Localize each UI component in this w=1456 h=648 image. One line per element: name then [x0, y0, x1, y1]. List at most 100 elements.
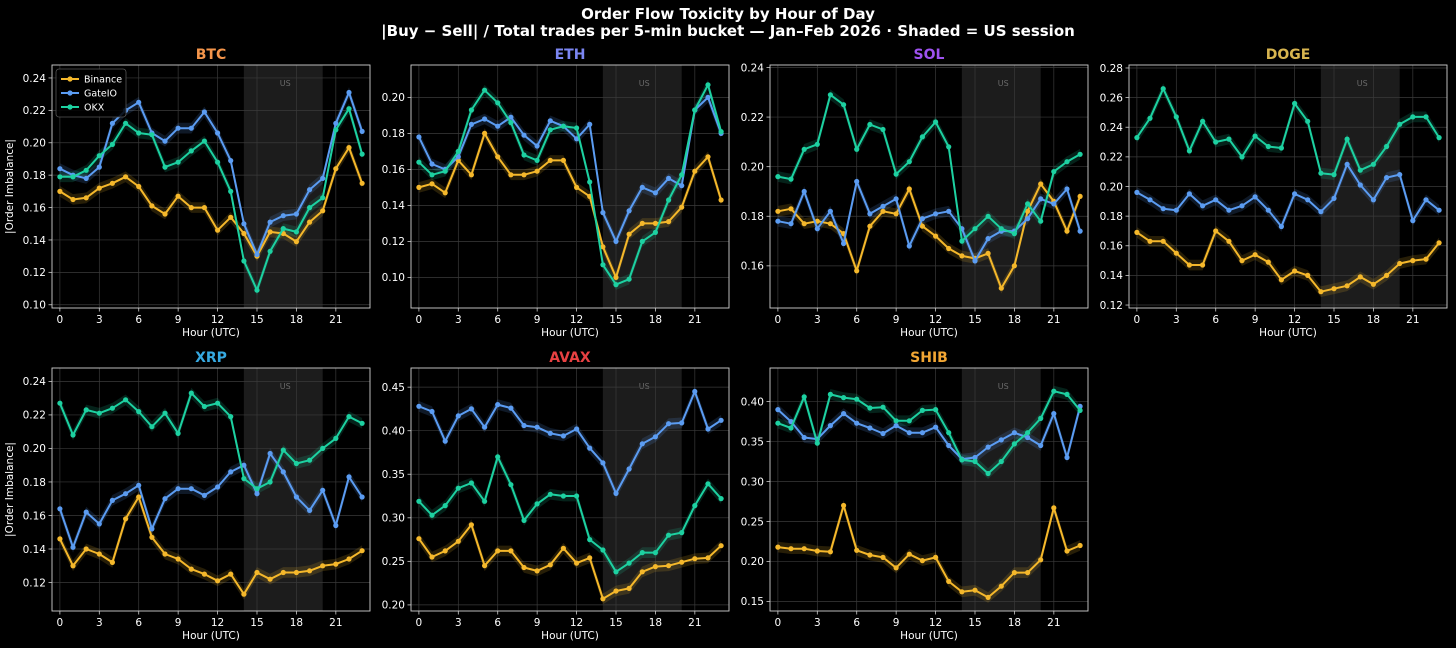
data-point-gateio [1011, 430, 1018, 436]
data-point-binance [1252, 252, 1258, 258]
data-point-gateio [149, 526, 155, 532]
x-tick-label: 6 [494, 617, 501, 629]
data-point-binance [788, 546, 794, 552]
data-point-binance [560, 545, 567, 551]
x-tick-label: 0 [775, 314, 782, 326]
data-point-binance [867, 552, 873, 558]
data-point-binance [429, 554, 435, 560]
data-point-gateio [188, 486, 194, 492]
legend-marker-okx [67, 104, 73, 110]
y-tick-label: 0.16 [1100, 241, 1124, 253]
y-tick-label: 0.14 [23, 544, 47, 556]
data-point-binance [547, 562, 553, 568]
data-point-okx [241, 258, 247, 264]
data-point-gateio [280, 469, 286, 475]
data-point-okx [841, 102, 847, 108]
data-point-binance [201, 205, 207, 211]
data-point-okx [175, 159, 181, 165]
data-point-gateio [827, 423, 834, 429]
data-point-binance [1318, 289, 1324, 295]
data-point-okx [215, 159, 221, 165]
data-point-gateio [946, 208, 952, 214]
data-point-binance [854, 547, 860, 553]
data-point-binance [1278, 277, 1284, 283]
series-line-okx [418, 83, 723, 286]
data-point-gateio [880, 203, 886, 209]
series-line-okx [1136, 87, 1440, 176]
data-point-gateio [1226, 207, 1232, 213]
data-point-gateio [613, 490, 619, 496]
data-point-gateio [1357, 182, 1363, 188]
data-point-binance [1344, 283, 1350, 289]
data-point-okx [613, 569, 619, 575]
data-point-binance [267, 576, 273, 582]
data-point-okx [775, 174, 781, 180]
data-point-gateio [320, 487, 326, 493]
data-point-okx [228, 414, 234, 420]
data-point-gateio [1147, 197, 1153, 203]
data-point-binance [241, 230, 247, 237]
data-point-binance [854, 268, 860, 274]
data-point-gateio [814, 226, 820, 232]
data-point-gateio [854, 420, 860, 426]
data-point-gateio [1252, 194, 1258, 200]
data-point-binance [228, 214, 234, 220]
data-point-okx [1370, 161, 1376, 167]
data-point-okx [123, 397, 129, 403]
data-point-gateio [547, 118, 553, 124]
data-point-gateio [626, 208, 632, 214]
data-point-okx [429, 172, 435, 178]
data-point-gateio [1051, 201, 1057, 207]
x-tick-label: 6 [135, 617, 142, 629]
x-axis-label: Hour (UTC) [900, 327, 958, 339]
data-point-okx [919, 134, 926, 140]
data-point-okx [416, 159, 422, 165]
x-tick-label: 18 [649, 314, 662, 326]
data-point-binance [906, 186, 912, 192]
data-point-gateio [162, 496, 168, 502]
data-point-gateio [359, 128, 365, 134]
data-point-okx [919, 407, 926, 413]
data-point-okx [626, 560, 632, 566]
y-tick-label: 0.25 [382, 556, 405, 568]
data-point-binance [1147, 238, 1153, 244]
data-point-binance [521, 172, 527, 178]
data-point-okx [841, 395, 847, 401]
data-point-binance [442, 548, 448, 554]
legend-label-gateio: GateIO [84, 89, 117, 100]
data-point-okx [468, 107, 474, 113]
data-point-okx [998, 458, 1004, 465]
data-point-okx [1134, 135, 1140, 141]
data-point-okx [70, 432, 76, 438]
data-point-binance [919, 223, 926, 229]
data-point-binance [788, 206, 794, 212]
data-point-gateio [162, 138, 168, 144]
x-tick-label: 15 [250, 617, 263, 629]
data-point-gateio [705, 94, 711, 100]
data-point-gateio [293, 211, 299, 217]
data-point-gateio [1423, 197, 1429, 203]
data-point-gateio [201, 109, 207, 115]
data-point-binance [775, 544, 781, 550]
x-tick-label: 9 [1252, 314, 1259, 326]
y-axis-label: |Order Imbalance| [4, 442, 16, 537]
data-point-okx [123, 120, 129, 126]
series-line-gateio [777, 180, 1082, 262]
data-point-binance [959, 253, 965, 259]
data-point-okx [521, 152, 527, 158]
data-point-gateio [333, 120, 339, 126]
data-point-gateio [1064, 454, 1070, 461]
data-point-gateio [1292, 191, 1298, 197]
data-point-binance [109, 180, 115, 186]
data-point-gateio [867, 425, 873, 431]
y-tick-label: 0.35 [382, 469, 405, 481]
legend-label-binance: Binance [84, 75, 122, 86]
data-point-gateio [346, 89, 352, 96]
data-point-gateio [96, 521, 102, 527]
panel-avax: US 0 3 6 9 12 15 18 21 0.20 0.25 0.30 0.35 0.40 0.45 AV… [382, 350, 730, 642]
x-tick-label: 3 [814, 617, 821, 629]
data-point-binance [600, 596, 606, 602]
us-session-label: US [998, 79, 1009, 88]
data-point-binance [429, 181, 435, 187]
data-point-okx [188, 390, 194, 396]
